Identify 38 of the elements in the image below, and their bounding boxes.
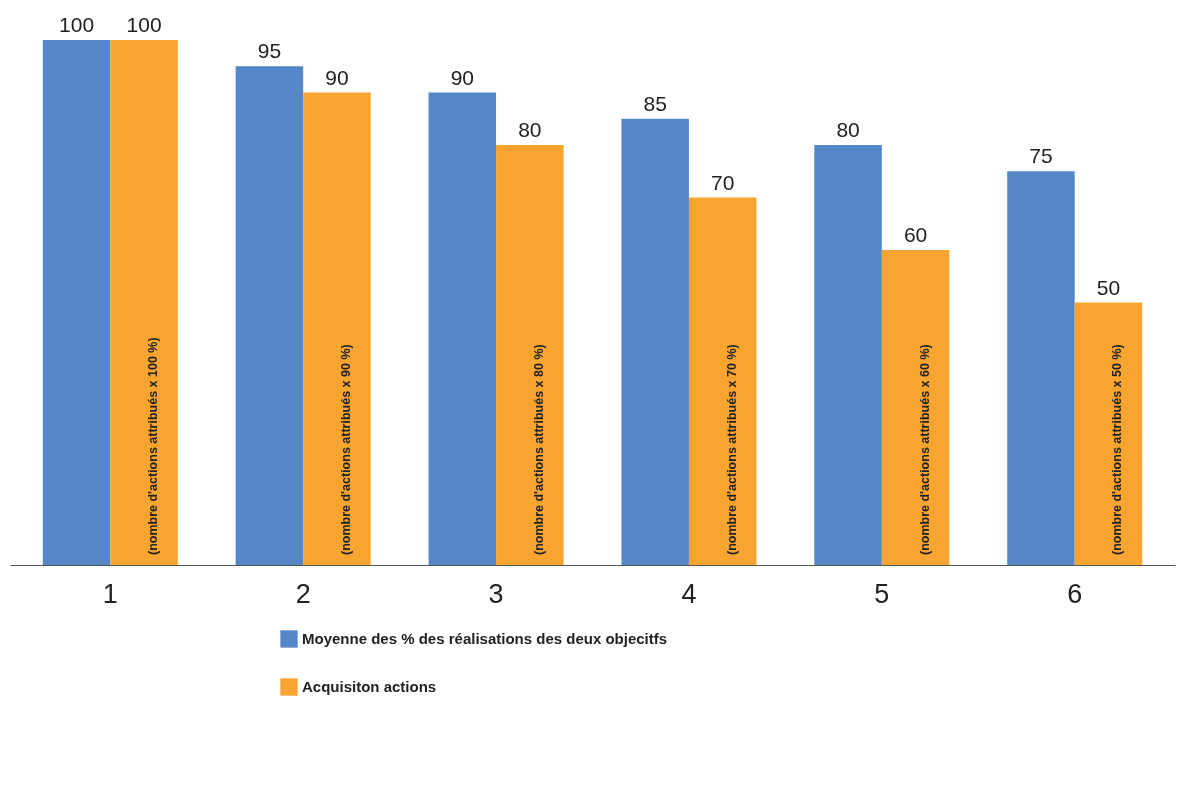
bar bbox=[428, 92, 497, 565]
data-label: 90 bbox=[325, 65, 349, 89]
data-label: 60 bbox=[903, 223, 928, 246]
bar bbox=[688, 197, 757, 565]
data-label: 100 bbox=[59, 13, 95, 36]
bar bbox=[1007, 171, 1075, 565]
bar bbox=[110, 40, 178, 565]
x-tick-label: 2 bbox=[295, 578, 311, 609]
data-label: 100 bbox=[126, 13, 162, 36]
data-label: 95 bbox=[257, 39, 282, 63]
annotation: (nombre d'actions attribués x 100 %) bbox=[146, 337, 161, 555]
data-label: 70 bbox=[711, 170, 735, 194]
legend-label: Moyenne des % des réalisations des deux objecitfs bbox=[302, 630, 668, 647]
annotation: (nombre d'actions attribués x 50 %) bbox=[1110, 344, 1125, 555]
bar bbox=[814, 145, 882, 565]
data-label: 85 bbox=[643, 91, 667, 115]
data-label: 80 bbox=[836, 118, 860, 141]
legend-label: Acquisiton actions bbox=[302, 678, 437, 695]
annotation: (nombre d'actions attribués x 70 %) bbox=[724, 344, 739, 555]
bar bbox=[235, 66, 304, 565]
annotation: (nombre d'actions attribués x 80 %) bbox=[531, 344, 546, 555]
x-tick-label: 1 bbox=[102, 578, 118, 609]
annotation: (nombre d'actions attribués x 90 %) bbox=[338, 344, 353, 555]
x-tick-label: 5 bbox=[874, 578, 890, 609]
data-label: 90 bbox=[450, 65, 474, 89]
data-label: 75 bbox=[1029, 144, 1053, 168]
data-label: 50 bbox=[1096, 275, 1121, 299]
bar bbox=[881, 250, 950, 565]
x-tick-label: 3 bbox=[488, 578, 504, 609]
data-label: 80 bbox=[518, 118, 542, 141]
bar bbox=[1074, 302, 1143, 565]
bar bbox=[42, 40, 111, 565]
annotation: (nombre d'actions attribués x 60 %) bbox=[917, 344, 932, 555]
bar bbox=[621, 118, 689, 565]
x-tick-label: 4 bbox=[681, 578, 697, 609]
bar bbox=[496, 145, 564, 565]
bar bbox=[303, 92, 371, 565]
x-tick-label: 6 bbox=[1067, 578, 1083, 609]
